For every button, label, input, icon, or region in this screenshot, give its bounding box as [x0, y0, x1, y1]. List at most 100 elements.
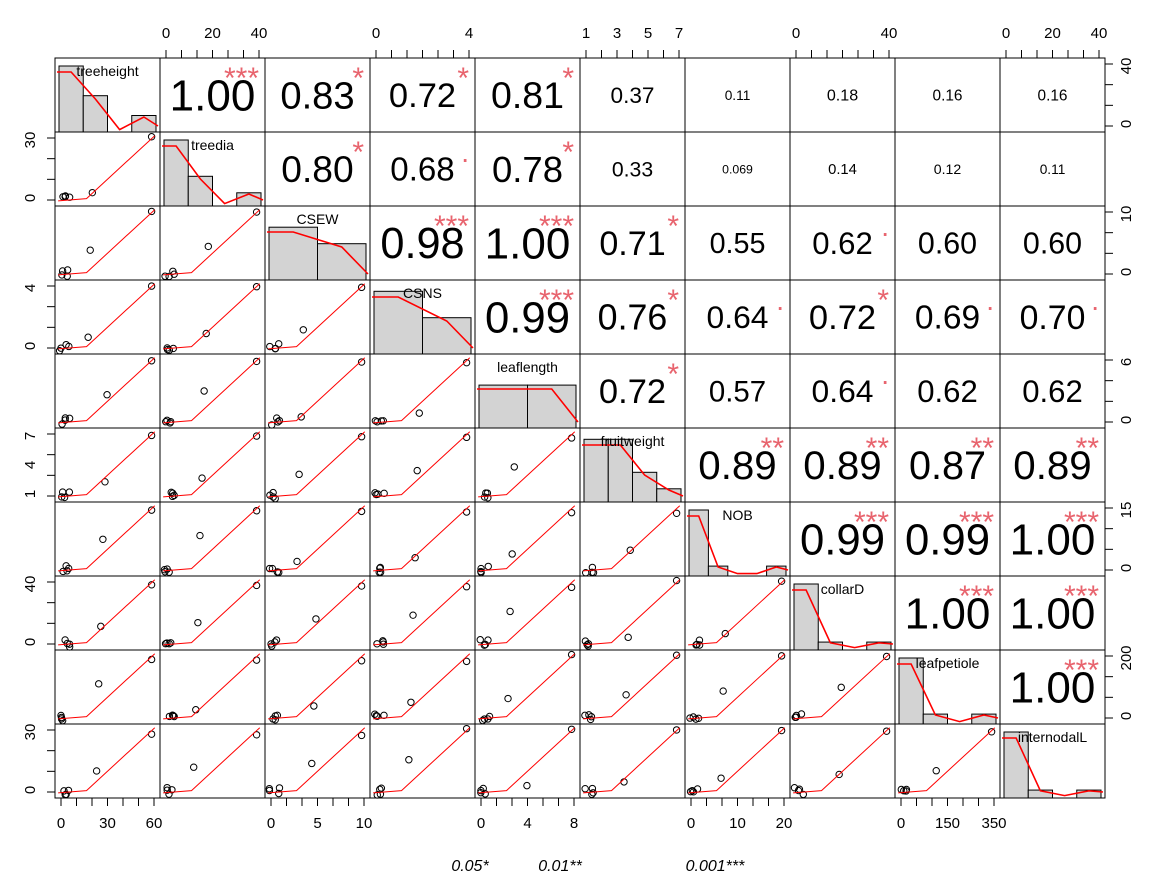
- scatter-point-r9-c1-4: [189, 763, 198, 771]
- left-tick-label-9-1: 30: [22, 724, 39, 741]
- scatter-point-r9-c3-4: [405, 756, 413, 764]
- corr-stars-r0-c2: *: [352, 62, 364, 95]
- hist-bar-7-0: [793, 583, 819, 651]
- panel-border-r9-c6: [684, 723, 791, 799]
- corr-stars-r2-c4: ***: [539, 210, 574, 243]
- right-tick-label-4-1: 6: [1118, 358, 1135, 366]
- corr-value-r1-c6: 0.069: [722, 162, 753, 176]
- top-tick-label-3-1: 4: [465, 25, 473, 42]
- scatter-point-r9-c8-2: [902, 787, 910, 795]
- corr-value-r4-c8: 0.62: [917, 374, 978, 409]
- corr-value-r7-c9: 1.00: [1010, 589, 1096, 638]
- scatter-point-r7-c3-5: [462, 582, 471, 591]
- density-curve-2: [267, 231, 369, 275]
- trend-line-r7-c1: [163, 579, 261, 646]
- corr-stars-r0-c4: *: [562, 62, 574, 95]
- panel-border-r5-c4: [474, 427, 581, 503]
- bottom-tick-label-8-0: 0: [897, 815, 905, 832]
- corr-value-r1-c2: 0.80: [281, 148, 353, 190]
- hist-bar-6-0: [688, 509, 709, 577]
- trend-line-r9-c6: [688, 727, 786, 794]
- scatter-point-r5-c3-2: [372, 490, 380, 499]
- scatter-point-r3-c1-1: [165, 346, 174, 354]
- scatter-point-r8-c2-4: [310, 702, 318, 710]
- corr-stars-r3-c7: *: [877, 284, 889, 317]
- scatter-point-r9-c2-3: [275, 784, 284, 792]
- scatter-point-r4-c3-5: [462, 358, 471, 367]
- scatter-point-r8-c3-3: [373, 712, 381, 720]
- scatter-point-r4-c0-3: [61, 416, 69, 424]
- scatter-point-r4-c2-4: [297, 413, 305, 421]
- scatter-point-r4-c0-4: [103, 391, 111, 399]
- scatter-point-r8-c3-1: [380, 711, 388, 720]
- scatter-point-r8-c5-4: [622, 691, 630, 699]
- panel-border-r9-c4: [474, 723, 581, 799]
- bottom-tick-label-4-1: 4: [523, 815, 531, 832]
- scatter-point-r7-c2-5: [357, 582, 366, 590]
- scatter-point-r6-c4-4: [508, 550, 516, 558]
- panel-border-r9-c9: [999, 723, 1106, 799]
- scatter-point-r9-c0-4: [92, 767, 101, 775]
- scatter-point-r4-c3-3: [377, 417, 386, 425]
- corr-stars-r7-c8: ***: [959, 580, 994, 613]
- corr-value-r2-c4: 1.00: [485, 219, 571, 268]
- top-tick-label-5-1: 3: [613, 25, 621, 42]
- hist-bar-4-1: [527, 384, 577, 429]
- top-tick-label-1-2: 40: [251, 25, 268, 42]
- top-tick-label-7-1: 40: [881, 25, 898, 42]
- trend-line-r8-c6: [688, 653, 786, 720]
- scatter-point-r9-c7-4: [835, 770, 843, 779]
- scatter-point-r5-c2-4: [295, 470, 303, 479]
- hist-bar-2-0: [268, 226, 318, 281]
- scatter-point-r8-c0-4: [95, 680, 103, 688]
- scatter-point-r8-c2-2: [271, 716, 279, 724]
- scatter-point-r5-c4-2: [484, 494, 492, 502]
- corr-value-r0-c8: 0.16: [933, 87, 963, 104]
- trend-line-r8-c7: [793, 653, 891, 720]
- corr-stars-r0-c3: *: [457, 62, 469, 95]
- trend-line-r7-c4: [478, 579, 576, 646]
- scatter-point-r9-c8-4: [932, 767, 940, 775]
- density-curve-9: [1002, 737, 1104, 797]
- hist-bar-1-1: [187, 175, 213, 207]
- trend-line-r8-c2: [268, 653, 366, 720]
- corr-stars-r3-c4: ***: [539, 284, 574, 317]
- density-curve-4: [477, 388, 579, 423]
- left-tick-label-7-1: 40: [22, 576, 39, 593]
- scatter-point-r6-c3-2: [376, 564, 384, 572]
- scatter-point-r4-c1-5: [252, 357, 261, 366]
- scatter-point-r8-c7-2: [797, 710, 806, 718]
- scatter-point-r7-c1-4: [194, 618, 202, 627]
- corr-value-r3-c5: 0.76: [598, 298, 668, 338]
- scatter-point-r7-c4-5: [567, 583, 576, 592]
- scatter-point-r4-c0-5: [147, 357, 156, 365]
- scatter-point-r7-c5-5: [672, 576, 681, 585]
- panel-border-r7-c6: [684, 575, 791, 651]
- significance-legend-0: 0.05*: [451, 858, 489, 875]
- scatter-point-r9-c0-5: [147, 730, 156, 738]
- scatter-point-r7-c3-4: [409, 611, 417, 619]
- corr-stars-r6-c8: ***: [959, 506, 994, 539]
- trend-line-r4-c2: [268, 357, 366, 424]
- trend-line-r6-c1: [163, 505, 261, 572]
- corr-value-r3-c9: 0.70: [1020, 299, 1086, 337]
- trend-line-r7-c0: [58, 579, 156, 646]
- scatter-point-r6-c0-4: [99, 535, 107, 543]
- corr-value-r2-c8: 0.60: [918, 227, 977, 261]
- trend-line-r9-c1: [163, 727, 261, 794]
- corr-stars-r0-c1: ***: [224, 62, 259, 95]
- trend-line-r9-c8: [898, 727, 996, 794]
- trend-line-r7-c3: [373, 579, 471, 646]
- scatter-point-r7-c4-4: [506, 607, 514, 616]
- scatter-point-r8-c1-3: [169, 711, 178, 720]
- bottom-tick-label-6-0: 0: [687, 815, 695, 832]
- density-curve-1: [162, 145, 264, 205]
- scatter-point-r7-c2-4: [312, 615, 320, 623]
- scatter-point-r9-c6-1: [688, 786, 697, 795]
- corr-stars-r1-c3: .: [461, 137, 469, 168]
- scatter-point-r7-c0-4: [97, 622, 105, 631]
- variable-label-treedia: treedia: [191, 137, 234, 153]
- scatter-point-r7-c5-4: [624, 633, 632, 642]
- scatter-point-r5-c0-5: [147, 431, 156, 440]
